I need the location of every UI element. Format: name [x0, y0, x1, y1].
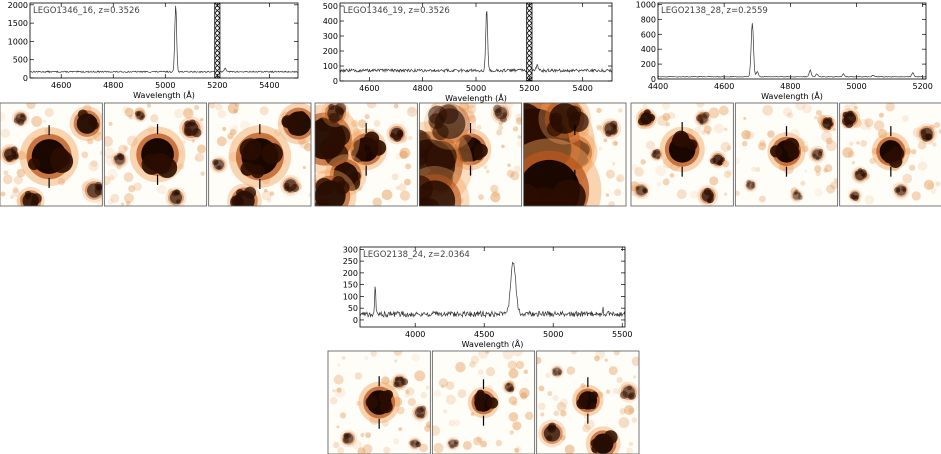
x-tick-label: 5200 [207, 81, 227, 90]
y-tick-label: 500 [13, 56, 28, 65]
x-tick-label: 4800 [412, 84, 432, 93]
y-tick-label: 300 [323, 32, 338, 41]
image-stamp [839, 102, 941, 207]
y-tick-label: 150 [343, 281, 358, 290]
chart-title: LEGO2138_28, z=0.2559 [661, 6, 768, 16]
y-tick-label: 250 [343, 257, 358, 266]
y-tick-label: 1000 [636, 0, 656, 9]
chart-title: LEGO1346_16, z=0.3526 [33, 6, 140, 16]
image-stamp [431, 350, 536, 454]
image-stamp [327, 350, 431, 454]
x-tick-label: 4800 [103, 81, 123, 90]
x-axis-label: Wavelength (Å) [133, 89, 195, 100]
spectrum-line [359, 261, 626, 319]
chart-panel-4: 4000 4500 5000 5500 0 50 100 150 200 250 300 LEGO21… [327, 245, 640, 454]
image-stamp [208, 102, 312, 207]
y-tick-label: 100 [343, 292, 358, 301]
plot-frame [657, 2, 927, 80]
y-tick-label: 600 [641, 30, 656, 39]
y-tick-label: 100 [323, 62, 338, 71]
spectrum-line [339, 11, 613, 74]
x-tick-label: 4600 [51, 81, 71, 90]
x-axis-label: Wavelength (Å) [445, 92, 507, 103]
x-tick-label: 4600 [714, 82, 734, 91]
x-axis-label: Wavelength (Å) [761, 90, 823, 101]
y-tick-label: 300 [343, 245, 358, 254]
y-tick-label: 200 [323, 47, 338, 56]
y-tick-label: 1500 [8, 19, 28, 28]
plot-frame [29, 2, 299, 79]
image-stamp [536, 350, 640, 454]
image-stamp [418, 102, 523, 207]
image-stamp [103, 102, 208, 207]
masked-band [526, 2, 533, 82]
y-tick-label: 0 [23, 74, 28, 83]
masked-band [214, 2, 221, 79]
x-tick-label: 5000 [543, 330, 563, 339]
image-stamp [734, 102, 839, 207]
chart-panel-2: 4600 4800 5000 5200 5400 0 100 200 300 400 500 LEGO… [314, 2, 627, 207]
y-tick-label: 0 [333, 77, 338, 86]
spectrum-line [29, 5, 299, 74]
x-tick-label: 4000 [405, 330, 425, 339]
chart-panel-1: 4600 4800 5000 5200 5400 0 500 1000 1500 2000 LEGO… [0, 1, 312, 207]
x-tick-label: 4600 [359, 84, 379, 93]
image-stamp [630, 102, 734, 207]
image-stamp [523, 102, 627, 207]
x-tick-label: 4800 [780, 82, 800, 91]
y-tick-label: 0 [651, 75, 656, 84]
chart-panel-3: 4400 4600 4800 5000 5200 0 200 400 600 800 1000 LEG… [630, 0, 941, 207]
image-stamp [314, 102, 418, 207]
image-stamp [0, 102, 103, 207]
chart-title: LEGO1346_19, z=0.3526 [343, 6, 450, 16]
plot-frame [359, 246, 626, 328]
y-tick-label: 2000 [8, 1, 28, 10]
x-tick-label: 5200 [519, 84, 539, 93]
y-tick-label: 200 [641, 60, 656, 69]
x-tick-label: 5400 [572, 84, 592, 93]
y-tick-label: 400 [641, 45, 656, 54]
x-tick-label: 5000 [155, 81, 175, 90]
x-tick-label: 5200 [913, 82, 933, 91]
y-tick-label: 0 [353, 316, 358, 325]
chart-title: LEGO2138_24, z=2.0364 [363, 250, 470, 260]
y-tick-label: 500 [323, 2, 338, 11]
y-tick-label: 50 [348, 304, 358, 313]
y-tick-label: 200 [343, 269, 358, 278]
x-tick-label: 5500 [612, 330, 632, 339]
x-tick-label: 4400 [648, 82, 668, 91]
x-tick-label: 4500 [474, 330, 494, 339]
spectrum-line [657, 23, 927, 78]
x-axis-label: Wavelength (Å) [462, 338, 524, 349]
x-tick-label: 5000 [846, 82, 866, 91]
y-tick-label: 1000 [8, 37, 28, 46]
x-tick-label: 5400 [259, 81, 279, 90]
x-tick-label: 5000 [466, 84, 486, 93]
y-tick-label: 400 [323, 17, 338, 26]
y-tick-label: 800 [641, 15, 656, 24]
